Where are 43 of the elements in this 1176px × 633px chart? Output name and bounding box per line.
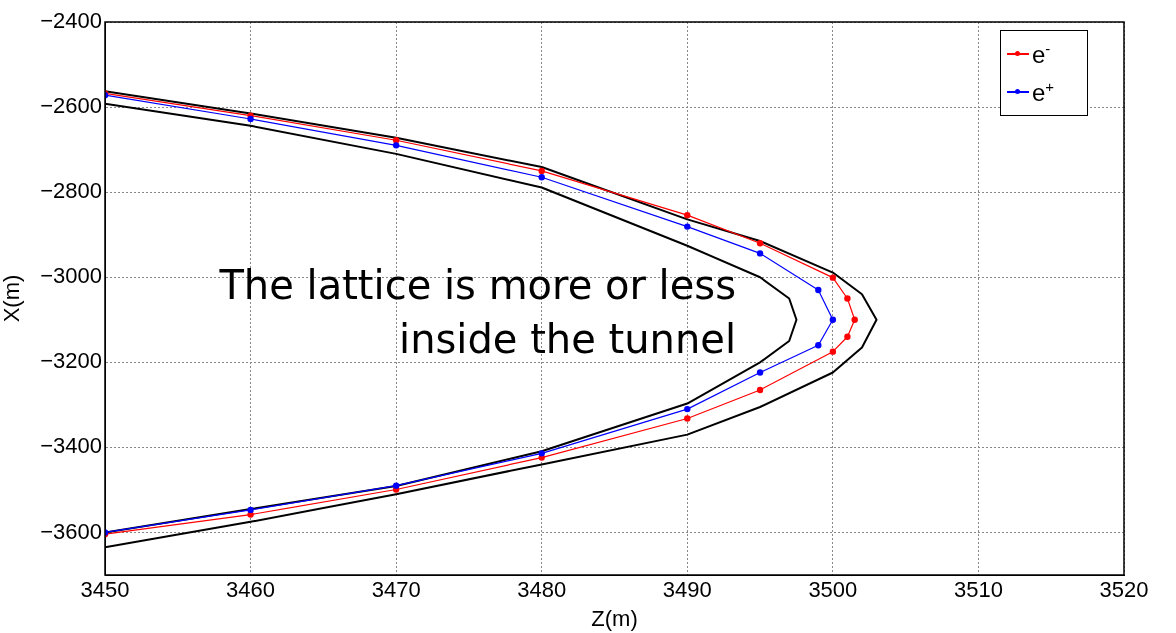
point (815, 286, 822, 294)
y-tick-label: −3000 (40, 263, 102, 289)
x-tick-label: 3500 (808, 577, 858, 603)
y-axis-title: X(m) (0, 274, 25, 323)
point (829, 348, 837, 355)
point (756, 369, 764, 376)
y-tick-label: −3400 (40, 433, 102, 459)
point (756, 386, 764, 394)
y-tick-label: −2600 (40, 93, 102, 119)
y-tick-label: −2800 (40, 178, 102, 204)
x-tick-label: 3450 (80, 577, 130, 603)
y-tick-label: −3200 (40, 348, 102, 374)
point (684, 211, 691, 219)
legend-label: e$^{-}$ (1032, 39, 1051, 69)
point (829, 316, 837, 323)
point (844, 333, 851, 340)
x-tick-label: 3520 (1099, 577, 1149, 603)
legend-label: e$^{+}$ (1032, 77, 1055, 107)
point (829, 274, 837, 281)
point (684, 415, 691, 422)
x-tick-label: 3460 (226, 577, 276, 603)
x-tick-label: 3480 (517, 577, 567, 603)
point (684, 223, 691, 230)
point (756, 240, 764, 247)
point (815, 342, 822, 349)
point (851, 316, 858, 323)
y-tick-label: −2400 (40, 8, 102, 34)
point (684, 405, 691, 413)
point (247, 115, 254, 123)
x-tick-label: 3510 (953, 577, 1003, 603)
point (392, 142, 400, 149)
y-tick-label: −3600 (40, 518, 102, 544)
point (538, 450, 545, 457)
point (247, 506, 254, 514)
point (844, 295, 851, 302)
point (756, 250, 764, 257)
point (538, 174, 545, 181)
x-axis-title: Z(m) (591, 605, 638, 631)
x-tick-label: 3470 (371, 577, 421, 603)
point (392, 482, 400, 489)
annotation: The lattice is more or less inside the tunnel (218, 261, 736, 364)
point (538, 167, 545, 175)
x-tick-label: 3490 (662, 577, 712, 603)
